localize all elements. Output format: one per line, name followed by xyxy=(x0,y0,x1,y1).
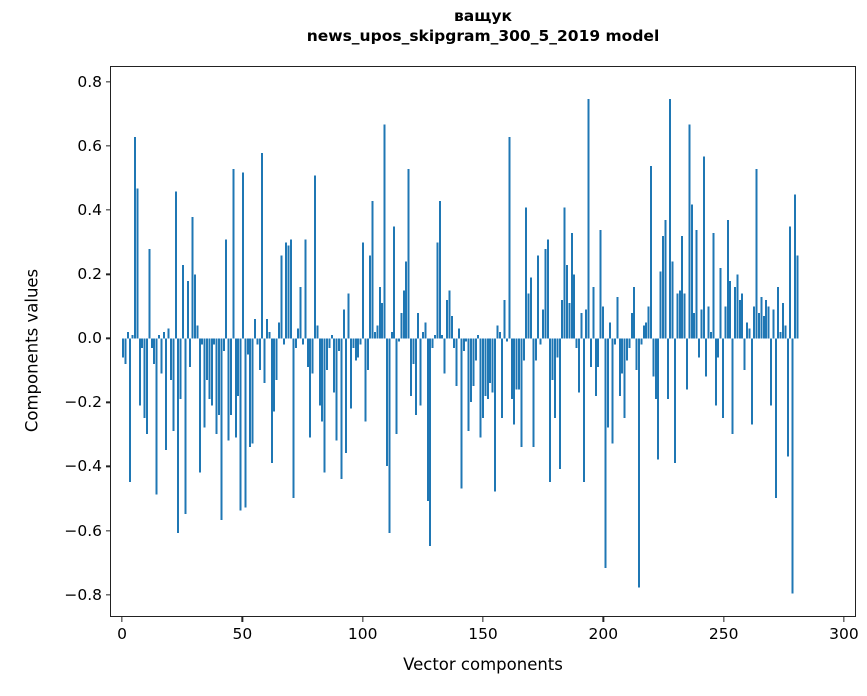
y-tick-label: 0.8 xyxy=(77,73,102,92)
y-tick-mark xyxy=(106,145,111,147)
y-tick-mark xyxy=(106,273,111,275)
y-tick-label: −0.8 xyxy=(64,585,102,604)
bar-series xyxy=(122,98,799,594)
x-tick-mark xyxy=(843,617,845,622)
y-tick-label: 0.6 xyxy=(77,137,102,156)
x-tick-label: 0 xyxy=(117,625,127,643)
x-tick-mark xyxy=(362,617,364,622)
y-tick-label: −0.6 xyxy=(64,521,102,540)
y-tick-label: 0.4 xyxy=(77,201,102,220)
x-tick-label: 150 xyxy=(468,625,498,643)
y-tick-label: −0.2 xyxy=(64,393,102,412)
y-tick-mark xyxy=(106,401,111,404)
x-tick-label: 100 xyxy=(347,625,378,643)
x-tick-mark xyxy=(482,617,484,622)
y-tick-label: −0.4 xyxy=(64,457,102,476)
x-axis-label: Vector components xyxy=(403,655,563,674)
y-tick-mark xyxy=(106,529,111,532)
x-tick-mark xyxy=(602,617,604,622)
y-tick-mark xyxy=(106,337,111,339)
x-tick-mark xyxy=(722,617,725,622)
x-tick-label: 300 xyxy=(829,625,859,643)
chart-title-line-2: news_upos_skipgram_300_5_2019 model xyxy=(306,27,660,46)
x-tick-mark xyxy=(241,617,243,622)
x-tick-mark xyxy=(121,617,123,622)
x-tick-label: 250 xyxy=(708,625,739,643)
chart-title: ващук news_upos_skipgram_300_5_2019 mode… xyxy=(110,6,856,47)
y-tick-label: 0.2 xyxy=(77,265,102,284)
chart-title-line-1: ващук xyxy=(453,7,513,25)
plot-axes xyxy=(110,66,856,617)
y-tick-mark xyxy=(106,593,111,596)
y-tick-mark xyxy=(106,465,111,468)
y-axis-label: Components values xyxy=(22,268,42,433)
x-tick-label: 50 xyxy=(232,625,253,643)
y-tick-mark xyxy=(106,81,111,83)
y-tick-label: 0.0 xyxy=(77,329,102,348)
x-tick-label: 200 xyxy=(588,625,619,643)
y-tick-mark xyxy=(106,209,111,211)
